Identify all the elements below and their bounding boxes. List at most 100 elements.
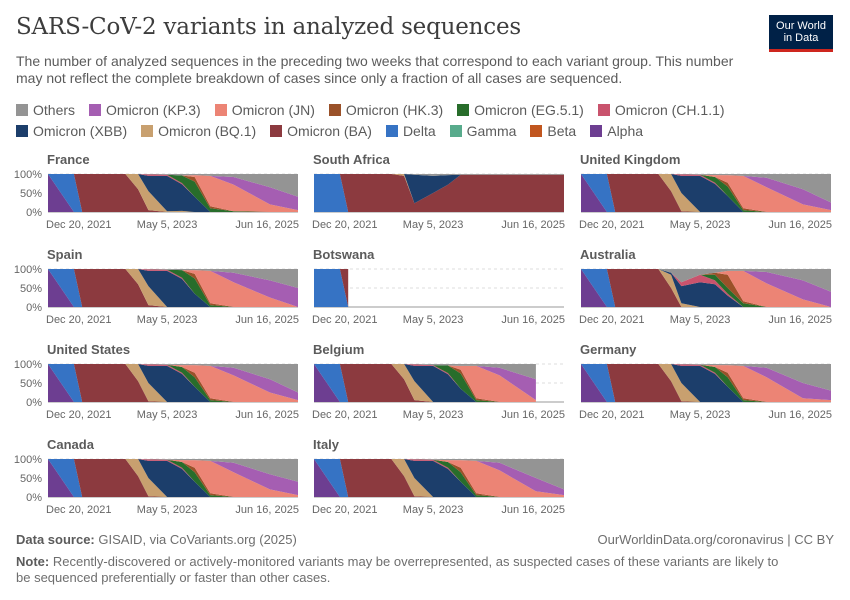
area-delta[interactable] xyxy=(314,364,536,402)
area-omicron-xbb[interactable] xyxy=(581,364,831,402)
legend-label: Omicron (CH.1.1) xyxy=(614,101,725,118)
area-omicron-jn[interactable] xyxy=(581,364,831,402)
area-omicron-kp-3[interactable] xyxy=(581,174,831,211)
area-omicron-xbb[interactable] xyxy=(48,459,298,497)
area-delta[interactable] xyxy=(48,364,298,402)
area-omicron-ba[interactable] xyxy=(314,269,349,307)
area-omicron-ba[interactable] xyxy=(48,269,298,307)
area-others[interactable] xyxy=(314,364,536,380)
owid-logo[interactable]: Our World in Data xyxy=(769,15,833,52)
area-others[interactable] xyxy=(48,269,298,288)
area-omicron-xbb[interactable] xyxy=(48,364,298,402)
x-tick-label: Jun 16, 2025 xyxy=(501,314,565,326)
area-omicron-bq-1[interactable] xyxy=(314,364,536,402)
y-tick-label: 50% xyxy=(20,378,42,390)
source-text[interactable]: GISAID, via CoVariants.org (2025) xyxy=(98,532,297,547)
area-others[interactable] xyxy=(48,174,298,197)
area-omicron-xbb[interactable] xyxy=(314,174,564,204)
area-omicron-ba[interactable] xyxy=(581,174,831,212)
area-omicron-kp-3[interactable] xyxy=(48,269,298,307)
area-delta[interactable] xyxy=(581,364,831,402)
area-omicron-ba[interactable] xyxy=(581,269,831,307)
legend-item-omicron-hk-3[interactable]: Omicron (HK.3) xyxy=(328,101,443,118)
legend-item-omicron-eg-5-1[interactable]: Omicron (EG.5.1) xyxy=(457,101,584,118)
legend-item-omicron-kp-3[interactable]: Omicron (KP.3) xyxy=(89,101,201,118)
area-omicron-xbb[interactable] xyxy=(314,364,536,402)
area-omicron-xbb[interactable] xyxy=(48,269,298,307)
legend-item-gamma[interactable]: Gamma xyxy=(449,122,516,139)
area-others[interactable] xyxy=(581,364,831,391)
area-omicron-jn[interactable] xyxy=(581,269,831,307)
legend-item-alpha[interactable]: Alpha xyxy=(590,122,643,139)
area-delta[interactable] xyxy=(48,174,298,212)
legend-item-beta[interactable]: Beta xyxy=(530,122,576,139)
area-others[interactable] xyxy=(581,174,831,203)
area-omicron-kp-3[interactable] xyxy=(48,459,298,496)
y-tick-label: 100% xyxy=(14,359,42,371)
area-omicron-jn[interactable] xyxy=(48,459,298,497)
y-tick-label: 50% xyxy=(20,473,42,485)
legend-item-omicron-bq-1[interactable]: Omicron (BQ.1) xyxy=(141,122,256,139)
legend-swatch xyxy=(385,124,398,137)
area-omicron-jn[interactable] xyxy=(48,269,298,307)
area-omicron-ba[interactable] xyxy=(581,364,831,402)
area-others[interactable] xyxy=(314,174,564,176)
legend-item-omicron-xbb[interactable]: Omicron (XBB) xyxy=(16,122,127,139)
area-omicron-kp-3[interactable] xyxy=(48,364,298,401)
facet-title: Germany xyxy=(580,342,637,357)
legend-item-omicron-ba[interactable]: Omicron (BA) xyxy=(270,122,372,139)
area-others[interactable] xyxy=(48,364,298,393)
legend-item-omicron-jn[interactable]: Omicron (JN) xyxy=(214,101,315,118)
y-tick-label: 0% xyxy=(26,397,42,409)
area-omicron-ba[interactable] xyxy=(314,364,536,402)
area-omicron-kp-3[interactable] xyxy=(314,459,564,496)
area-delta[interactable] xyxy=(314,459,564,497)
area-others[interactable] xyxy=(581,269,831,292)
footer-url[interactable]: OurWorldinData.org/coronavirus | CC BY xyxy=(597,532,834,547)
area-omicron-xbb[interactable] xyxy=(48,174,298,212)
legend-item-omicron-ch-1-1[interactable]: Omicron (CH.1.1) xyxy=(597,101,725,118)
legend-label: Alpha xyxy=(607,122,644,139)
x-tick-label: Dec 20, 2021 xyxy=(312,314,377,326)
x-tick-label: May 5, 2023 xyxy=(670,219,731,231)
area-delta[interactable] xyxy=(581,269,831,307)
x-tick-label: Dec 20, 2021 xyxy=(579,314,644,326)
area-omicron-ba[interactable] xyxy=(48,364,298,402)
area-omicron-ba[interactable] xyxy=(314,459,564,497)
area-omicron-jn[interactable] xyxy=(48,364,298,402)
x-tick-label: Dec 20, 2021 xyxy=(312,219,377,231)
x-tick-label: Dec 20, 2021 xyxy=(579,409,644,421)
x-tick-label: Dec 20, 2021 xyxy=(312,504,377,516)
area-delta[interactable] xyxy=(581,174,831,212)
area-delta[interactable] xyxy=(48,459,298,497)
area-omicron-ba[interactable] xyxy=(48,459,298,497)
x-tick-label: May 5, 2023 xyxy=(403,409,464,421)
area-others[interactable] xyxy=(48,459,298,482)
legend-item-delta[interactable]: Delta xyxy=(385,122,436,139)
area-delta[interactable] xyxy=(48,269,298,307)
area-omicron-kp-3[interactable] xyxy=(581,269,831,307)
area-omicron-jn[interactable] xyxy=(581,174,831,212)
area-omicron-ba[interactable] xyxy=(314,174,564,212)
area-omicron-xbb[interactable] xyxy=(314,459,564,497)
area-omicron-jn[interactable] xyxy=(314,364,536,402)
area-omicron-eg-5-1[interactable] xyxy=(581,269,831,307)
area-delta[interactable] xyxy=(314,174,564,212)
area-omicron-jn[interactable] xyxy=(314,459,564,497)
area-alpha[interactable] xyxy=(314,364,536,402)
area-omicron-xbb[interactable] xyxy=(581,269,831,307)
facet-united-states: United States 0% 50% 100% Dec 20, 2021 May 5,… xyxy=(14,342,299,421)
area-omicron-ba[interactable] xyxy=(48,174,298,212)
legend-swatch xyxy=(89,103,102,116)
area-omicron-jn[interactable] xyxy=(48,174,298,212)
area-omicron-kp-3[interactable] xyxy=(48,174,298,211)
x-tick-label: Jun 16, 2025 xyxy=(501,504,565,516)
area-others[interactable] xyxy=(314,459,564,490)
area-omicron-kp-3[interactable] xyxy=(581,364,831,401)
legend-label: Omicron (KP.3) xyxy=(106,101,201,118)
facet-title: Botswana xyxy=(313,247,375,262)
facet-title: United Kingdom xyxy=(580,152,680,167)
area-delta[interactable] xyxy=(314,269,349,307)
legend-item-others[interactable]: Others xyxy=(16,101,75,118)
area-omicron-xbb[interactable] xyxy=(581,174,831,212)
